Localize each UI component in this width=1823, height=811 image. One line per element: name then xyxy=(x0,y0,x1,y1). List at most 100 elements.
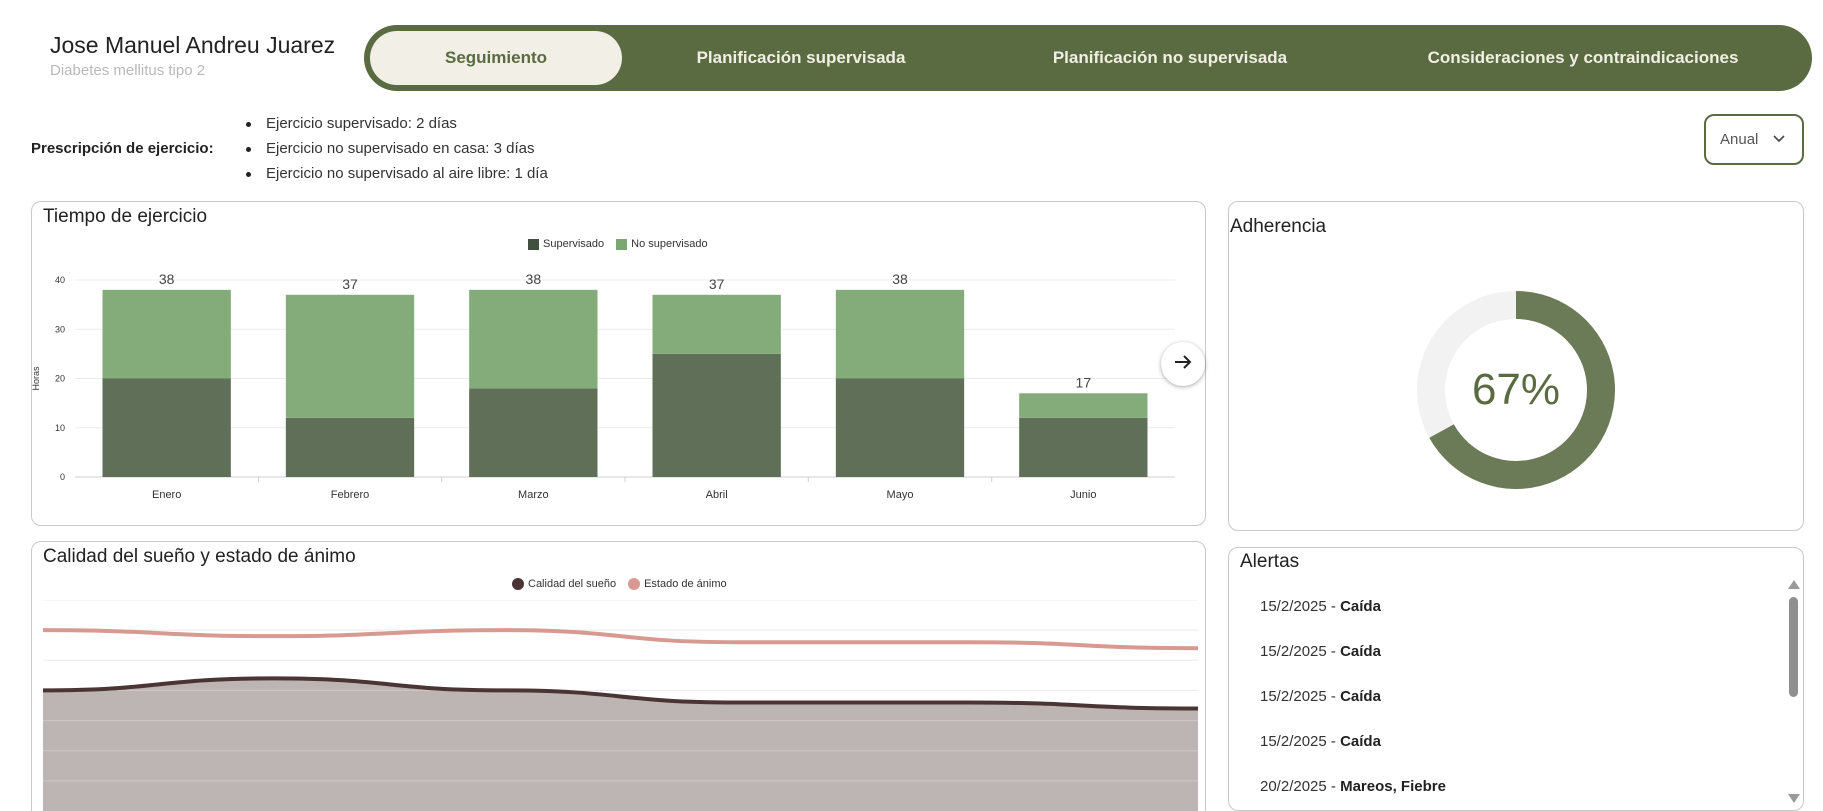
alert-list: 15/2/2025 - Caída 15/2/2025 - Caída 15/2… xyxy=(1260,598,1446,811)
tab-bar: Seguimiento Planificación supervisada Pl… xyxy=(364,25,1812,91)
bar-total-label: 38 xyxy=(159,271,175,287)
legend-item-estado-animo: Estado de ánimo xyxy=(628,578,727,590)
x-tick-label: Abril xyxy=(706,489,728,501)
arrow-right-icon xyxy=(1173,354,1193,375)
prescription-label: Prescripción de ejercicio: xyxy=(31,140,214,157)
tab-consideraciones[interactable]: Consideraciones y contraindicaciones xyxy=(1427,48,1739,67)
legend-swatch xyxy=(528,238,539,250)
sleep-area-fill xyxy=(43,678,1198,811)
alerts-scrollbar-thumb[interactable] xyxy=(1789,597,1798,697)
legend-label: Supervisado xyxy=(543,238,605,250)
donut-slice-adherence xyxy=(1429,291,1615,489)
alert-separator: - xyxy=(1326,598,1341,615)
alert-text: Caída xyxy=(1340,688,1381,705)
adherence-value: 67% xyxy=(1472,365,1560,414)
sleep-card-title: Calidad del sueño y estado de ánimo xyxy=(43,546,356,567)
alert-separator: - xyxy=(1326,778,1341,795)
legend-item-no-supervisado: No supervisado xyxy=(616,238,708,250)
exercise-card-title: Tiempo de ejercicio xyxy=(43,206,208,227)
alert-text: Caída xyxy=(1340,733,1381,750)
y-tick-label: 40 xyxy=(55,275,65,285)
bar-supervisado xyxy=(835,378,965,477)
period-select-value: Anual xyxy=(1720,131,1759,148)
legend-label: No supervisado xyxy=(631,238,708,250)
bar-supervisado xyxy=(1019,417,1148,477)
bar-no-supervisado xyxy=(285,294,415,418)
alert-item[interactable]: 20/2/2025 - Mareos, Fiebre xyxy=(1260,778,1446,811)
x-tick-label: Febrero xyxy=(331,489,370,501)
bar-supervisado xyxy=(652,353,781,477)
legend-label: Estado de ánimo xyxy=(644,578,727,590)
chevron-down-icon xyxy=(1772,131,1786,148)
donut-slice-remaining xyxy=(1417,291,1516,438)
legend-item-calidad-sueno: Calidad del sueño xyxy=(512,578,616,590)
next-chart-button[interactable] xyxy=(1161,342,1205,386)
bar-supervisado xyxy=(285,417,415,477)
prescription-item: Ejercicio no supervisado al aire libre: … xyxy=(244,164,548,189)
alert-date: 15/2/2025 xyxy=(1260,688,1327,705)
alert-text: Caída xyxy=(1340,598,1381,615)
y-tick-label: 0 xyxy=(60,472,65,482)
bar-no-supervisado xyxy=(652,294,781,354)
legend-label: Calidad del sueño xyxy=(528,578,617,590)
mood-line xyxy=(43,628,1198,651)
x-tick-label: Junio xyxy=(1070,489,1096,501)
alert-separator: - xyxy=(1326,733,1341,750)
tab-planificacion-supervisada[interactable]: Planificación supervisada xyxy=(696,48,906,67)
alert-separator: - xyxy=(1326,643,1341,660)
x-tick-label: Mayo xyxy=(887,489,914,501)
bar-no-supervisado xyxy=(102,289,231,379)
scroll-up-arrow[interactable] xyxy=(1788,580,1800,589)
sleep-area-chart xyxy=(43,600,1198,811)
alert-item[interactable]: 15/2/2025 - Caída xyxy=(1260,598,1446,643)
bar-total-label: 38 xyxy=(892,271,908,287)
adherence-donut: 67% xyxy=(1417,291,1615,489)
sleep-quality-line xyxy=(43,676,1198,711)
adherence-card-title: Adherencia xyxy=(1230,216,1327,237)
alerts-card xyxy=(1228,547,1804,811)
legend-swatch xyxy=(512,578,524,590)
scroll-down-arrow[interactable] xyxy=(1788,794,1800,803)
tab-seguimiento[interactable]: Seguimiento xyxy=(370,31,622,85)
sleep-legend: Calidad del sueño Estado de ánimo xyxy=(512,578,727,590)
y-axis-label: Horas xyxy=(31,366,41,391)
legend-swatch xyxy=(628,578,641,590)
bar-total-label: 37 xyxy=(342,276,358,292)
bar-total-label: 38 xyxy=(526,271,542,287)
bar-no-supervisado xyxy=(1019,393,1148,418)
patient-condition: Diabetes mellitus tipo 2 xyxy=(50,62,206,79)
patient-header: Jose Manuel Andreu Juarez Diabetes melli… xyxy=(50,32,335,79)
legend-item-supervisado: Supervisado xyxy=(528,238,604,250)
x-tick-label: Marzo xyxy=(518,489,549,501)
bar-no-supervisado xyxy=(469,289,598,389)
bar-total-label: 17 xyxy=(1076,374,1092,390)
period-select[interactable]: Anual xyxy=(1704,114,1804,165)
alert-item[interactable]: 15/2/2025 - Caída xyxy=(1260,643,1446,688)
bar-no-supervisado xyxy=(835,289,965,379)
alert-date: 15/2/2025 xyxy=(1260,598,1327,615)
prescription-list: Ejercicio supervisado: 2 días Ejercicio … xyxy=(244,114,548,189)
tab-planificacion-no-supervisada[interactable]: Planificación no supervisada xyxy=(1052,48,1288,67)
alert-date: 20/2/2025 xyxy=(1260,778,1327,795)
prescription-item: Ejercicio no supervisado en casa: 3 días xyxy=(244,139,548,164)
patient-name: Jose Manuel Andreu Juarez xyxy=(50,32,336,58)
y-tick-label: 10 xyxy=(55,423,65,433)
alert-text: Mareos, Fiebre xyxy=(1340,778,1446,795)
prescription-item: Ejercicio supervisado: 2 días xyxy=(244,114,548,139)
y-tick-label: 30 xyxy=(55,324,65,334)
alert-text: Caída xyxy=(1340,643,1381,660)
x-tick-label: Enero xyxy=(152,489,181,501)
bar-supervisado xyxy=(469,388,598,477)
alert-separator: - xyxy=(1326,688,1341,705)
alerts-card-title: Alertas xyxy=(1240,551,1300,572)
exercise-legend: Supervisado No supervisado xyxy=(528,238,708,250)
alert-date: 15/2/2025 xyxy=(1260,733,1327,750)
alert-item[interactable]: 15/2/2025 - Caída xyxy=(1260,688,1446,733)
y-tick-label: 20 xyxy=(55,374,65,384)
bar-total-label: 37 xyxy=(709,276,725,292)
alert-item[interactable]: 15/2/2025 - Caída xyxy=(1260,733,1446,778)
alert-date: 15/2/2025 xyxy=(1260,643,1327,660)
bar-supervisado xyxy=(102,378,231,477)
legend-swatch xyxy=(616,238,628,250)
exercise-bar-chart: 0 10 20 30 40 Horas 38 Enero 37 Febrero 38 Marzo 37 A… xyxy=(31,271,1175,501)
